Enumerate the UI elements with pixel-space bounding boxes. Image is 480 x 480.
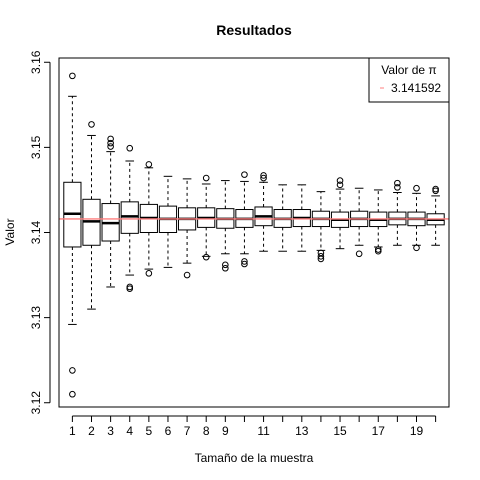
plot-marks [59,72,449,398]
box-group-18 [388,179,407,246]
outlier-point [88,121,95,128]
x-tick-label: 3 [107,424,114,438]
x-axis: 1 2 3 4 5 6 7 8 9 11 13 15 17 19 [69,415,437,438]
outlier-point [413,244,420,252]
box-group-11 [254,172,273,252]
box-group-9 [216,180,235,272]
plot-frame [58,57,450,408]
x-axis-label: Tamaño de la muestra [195,451,314,465]
x-tick-label: 9 [222,424,229,438]
outlier-point [145,161,153,168]
box-group-6 [158,175,178,268]
outlier-point [107,139,114,147]
outlier-point [107,135,114,143]
outlier-point [260,174,267,182]
outlier-point [260,172,267,179]
y-tick-label: 3.12 [29,391,43,415]
outlier-point [355,250,363,258]
chart-title: Resultados [216,22,292,38]
box-group-8 [197,174,216,261]
outlier-point [241,260,248,268]
outlier-point [336,181,344,189]
outlier-point [241,171,248,178]
outlier-point [69,72,76,80]
x-tick-label: 7 [184,424,191,438]
outlier-point [222,264,229,272]
x-tick-label: 17 [372,424,386,438]
y-axis: 3.12 3.13 3.14 3.15 3.16 [29,50,51,415]
x-tick-label: 13 [295,424,309,438]
box-group-7 [177,178,197,279]
y-tick-label: 3.15 [29,135,43,159]
outlier-point [145,270,153,277]
outlier-point [394,179,401,187]
box-group-2 [82,121,101,310]
x-tick-label: 4 [126,424,133,438]
outlier-point [69,367,76,374]
box-group-17 [369,189,388,255]
outlier-point [126,285,134,292]
outlier-point [394,184,401,191]
legend: Valor de π 3.141592 [368,57,450,103]
x-tick-label: 11 [257,424,270,438]
box-group-19 [407,184,426,252]
box-body [120,201,139,234]
x-tick-label: 6 [165,424,172,438]
outlier-point [69,390,76,398]
box-group-3 [101,135,120,288]
x-tick-label: 2 [88,424,95,438]
box-group-16 [350,187,369,258]
legend-box [368,57,450,103]
x-tick-label: 19 [410,424,424,438]
box-group-12 [273,184,292,252]
y-tick-label: 3.13 [29,306,43,330]
outlier-point [107,143,114,150]
box-group-14 [311,191,331,263]
outlier-point [317,255,325,263]
box-group-1 [63,72,82,398]
box-group-15 [330,177,350,250]
y-axis-label: Valor [3,218,17,245]
box-group-20 [426,185,445,246]
outlier-point [374,247,382,255]
x-tick-label: 1 [69,424,76,438]
outlier-point [336,177,344,184]
x-tick-label: 15 [333,424,347,438]
outlier-point [126,144,134,152]
outlier-point [432,187,439,195]
outlier-point [241,258,248,265]
outlier-point [413,184,420,192]
x-tick-label: 5 [146,424,153,438]
box-group-13 [292,184,311,252]
outlier-point [317,253,325,260]
outlier-point [202,253,210,261]
y-tick-label: 3.16 [29,50,43,74]
legend-entry-label: 3.141592 [391,81,441,95]
x-tick-label: 8 [203,424,210,438]
outlier-point [183,271,191,279]
outlier-point [202,174,210,182]
y-tick-label: 3.14 [29,220,43,244]
box-group-4 [120,144,139,292]
outlier-point [222,261,229,269]
legend-title: Valor de π [381,63,436,77]
